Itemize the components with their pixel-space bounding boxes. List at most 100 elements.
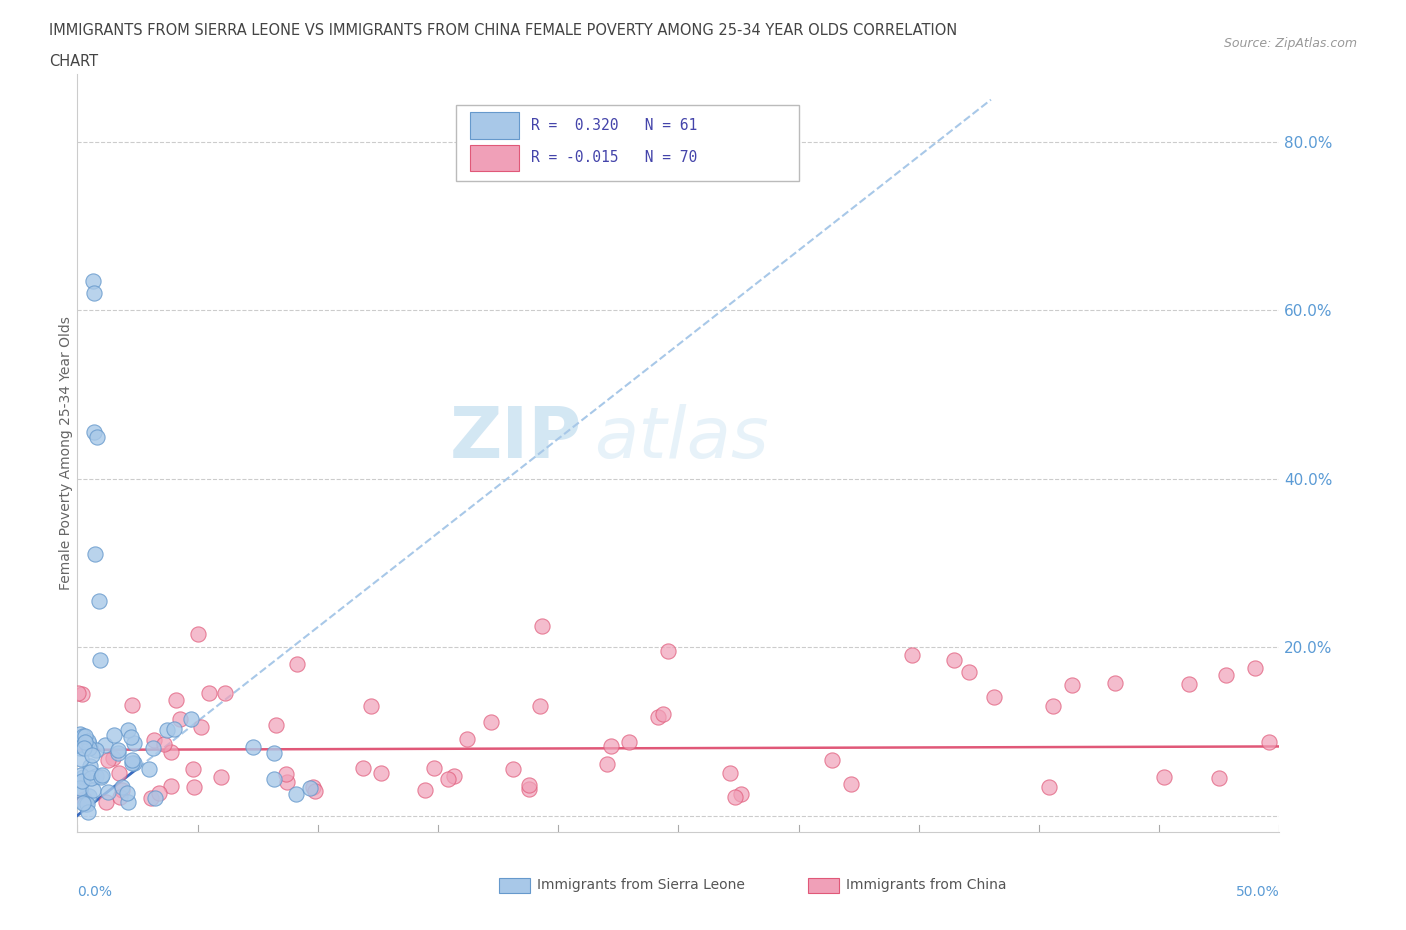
Point (107, 743, 129, 758)
Point (90, 769, 112, 784)
Point (1257, 735, 1279, 750)
Point (502, 762, 524, 777)
Point (79, 764, 101, 779)
Point (263, 772, 285, 787)
Point (599, 738, 621, 753)
Point (529, 698, 551, 713)
Point (198, 685, 221, 700)
Point (596, 757, 619, 772)
Point (413, 782, 436, 797)
Point (1042, 698, 1064, 713)
Point (242, 740, 264, 755)
Text: atlas: atlas (595, 404, 769, 472)
Point (77, 734, 100, 749)
Point (86, 429, 108, 444)
Text: IMMIGRANTS FROM SIERRA LEONE VS IMMIGRANTS FROM CHINA FEMALE POVERTY AMONG 25-34: IMMIGRANTS FROM SIERRA LEONE VS IMMIGRAN… (49, 23, 957, 38)
Point (93, 737, 115, 752)
Point (80, 770, 103, 785)
Point (657, 644, 679, 658)
Point (86, 768, 108, 783)
Point (77, 740, 100, 755)
Point (264, 718, 287, 733)
Point (298, 780, 321, 795)
Point (163, 722, 186, 737)
Point (111, 779, 134, 794)
Point (301, 779, 323, 794)
Point (153, 737, 176, 751)
Point (138, 761, 160, 776)
Point (69, 782, 91, 797)
FancyBboxPatch shape (456, 105, 799, 180)
Bar (471, 113, 519, 139)
Point (276, 775, 298, 790)
Point (94, 794, 117, 809)
Point (352, 761, 374, 776)
Point (121, 756, 143, 771)
Point (360, 698, 382, 713)
Point (274, 766, 297, 781)
Point (143, 790, 166, 805)
Point (97, 753, 120, 768)
Point (142, 740, 165, 755)
Point (80, 748, 103, 763)
Point (730, 786, 752, 801)
Point (72, 728, 94, 743)
Point (76, 796, 98, 811)
Point (169, 712, 191, 727)
Point (69, 741, 91, 756)
Point (108, 765, 131, 780)
Point (84, 547, 107, 562)
Point (120, 730, 142, 745)
Point (89, 652, 111, 667)
Point (1060, 678, 1083, 693)
Point (517, 777, 540, 792)
Point (77, 737, 100, 751)
Text: 50.0%: 50.0% (1236, 885, 1279, 899)
Point (651, 706, 673, 721)
Point (1244, 660, 1267, 675)
Point (73, 791, 96, 806)
Text: 0.0%: 0.0% (77, 885, 112, 899)
Point (284, 787, 307, 802)
Point (103, 727, 125, 742)
Point (82, 783, 104, 798)
Point (69, 781, 91, 796)
Point (1215, 668, 1237, 683)
Point (183, 779, 205, 794)
Point (121, 752, 143, 767)
Y-axis label: Female Poverty Among 25-34 Year Olds: Female Poverty Among 25-34 Year Olds (59, 316, 73, 591)
Bar (471, 145, 519, 171)
Point (1038, 779, 1060, 794)
Text: CHART: CHART (49, 54, 98, 69)
Point (1208, 770, 1230, 785)
Point (122, 736, 145, 751)
Point (70, 687, 93, 702)
Point (77, 804, 100, 819)
Point (165, 693, 187, 708)
Point (517, 781, 540, 796)
Point (91, 768, 114, 783)
Point (73, 741, 96, 756)
Point (287, 657, 309, 671)
Point (75, 729, 97, 744)
Point (479, 715, 502, 730)
Point (70, 751, 93, 766)
Point (187, 627, 209, 642)
Point (370, 765, 392, 780)
Point (143, 733, 166, 748)
Point (117, 794, 139, 809)
Point (79, 758, 101, 773)
Point (718, 765, 741, 780)
Point (839, 777, 862, 791)
Point (901, 647, 924, 662)
Point (209, 770, 232, 785)
Point (103, 751, 125, 765)
Point (983, 690, 1005, 705)
Point (69, 727, 91, 742)
Point (443, 769, 465, 784)
Point (1178, 676, 1201, 691)
Point (110, 790, 132, 804)
Point (214, 685, 236, 700)
Point (70, 767, 93, 782)
Point (957, 664, 980, 679)
